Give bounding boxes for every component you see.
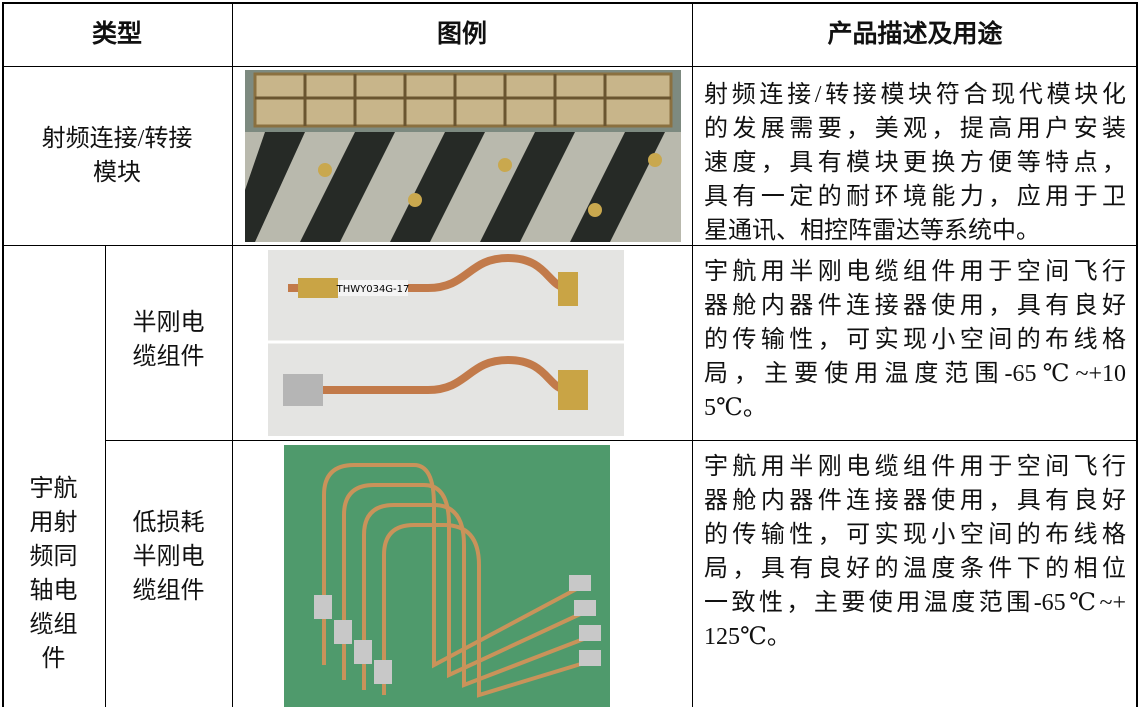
type-cell: 射频连接/转接 模块 (2, 122, 232, 190)
text-line: 5℃。 (704, 395, 767, 421)
cable-photo (284, 445, 610, 707)
header-cell: 图例 (436, 21, 487, 48)
text-line: 125℃。 (704, 624, 791, 650)
type-cell: 低损耗 半刚电 缆组件 (105, 506, 232, 608)
text-line: 半刚电 (132, 310, 205, 336)
border (2, 2, 4, 707)
border (2, 2, 1138, 4)
text-line: 宇航用半刚电缆组件用于空间飞行 (704, 259, 1126, 285)
border (2, 245, 1138, 246)
text-line: 器舱内器件连接器使用，具有良好 (704, 293, 1126, 319)
text-line: 缆组 (29, 612, 78, 638)
text-line: 件 (41, 646, 66, 672)
header-cell: 产品描述及用途 (827, 21, 1003, 48)
border (105, 440, 1138, 441)
text-line: 频同 (29, 544, 78, 570)
text-line: 低损耗 (132, 510, 205, 536)
description: 宇航用半刚电缆组件用于空间飞行 器舱内器件连接器使用，具有良好 的传输性，可实现小空… (704, 450, 1126, 654)
group-cell: 宇航用射频同轴电缆组件 (2, 472, 105, 676)
border (2, 66, 1138, 67)
text-line: 轴电 (29, 578, 78, 604)
text-line: 半刚电 (132, 544, 205, 570)
border (232, 2, 233, 707)
text-line: 模块 (93, 160, 141, 186)
description: 射频连接/转接模块符合现代模块化 的发展需要，美观，提高用户安装 速度，具有模块更换… (704, 78, 1126, 248)
text-line: 射频连接/转接模块符合现代模块化 (704, 82, 1126, 108)
text-line: 的传输性，可实现小空间的布线格 (704, 327, 1126, 353)
text-line: 缆组件 (132, 578, 205, 604)
text-line: 局，主要使用温度范围-65℃~+10 (704, 361, 1126, 387)
text-line: 用射 (29, 510, 78, 536)
border (105, 245, 106, 707)
cable-photo: THWY034G-17 (268, 250, 624, 436)
text-line: 局，具有良好的温度条件下的相位 (704, 556, 1126, 582)
text-line: 宇航 (29, 476, 78, 502)
module-photo (245, 70, 681, 242)
text-line: 器舱内器件连接器使用，具有良好 (704, 488, 1126, 514)
text-line: 速度，具有模块更换方便等特点， (704, 150, 1126, 176)
text-line: 的发展需要，美观，提高用户安装 (704, 116, 1126, 142)
description: 宇航用半刚电缆组件用于空间飞行 器舱内器件连接器使用，具有良好 的传输性，可实现小空… (704, 255, 1126, 425)
text-line: 一致性，主要使用温度范围-65℃~+ (704, 590, 1126, 616)
border (1136, 2, 1138, 707)
text-line: 宇航用半刚电缆组件用于空间飞行 (704, 454, 1126, 480)
border (692, 2, 693, 707)
text-line: 的传输性，可实现小空间的布线格 (704, 522, 1126, 548)
text-line: 缆组件 (132, 344, 205, 370)
text-line: 射频连接/转接 (41, 126, 193, 152)
type-cell: 半刚电 缆组件 (105, 306, 232, 374)
photo-text: THWY034G-17 (336, 284, 410, 295)
text-line: 具有一定的耐环境能力，应用于卫 (704, 184, 1126, 210)
header-cell: 类型 (91, 21, 142, 48)
text-line: 星通讯、相控阵雷达等系统中。 (704, 218, 1040, 244)
